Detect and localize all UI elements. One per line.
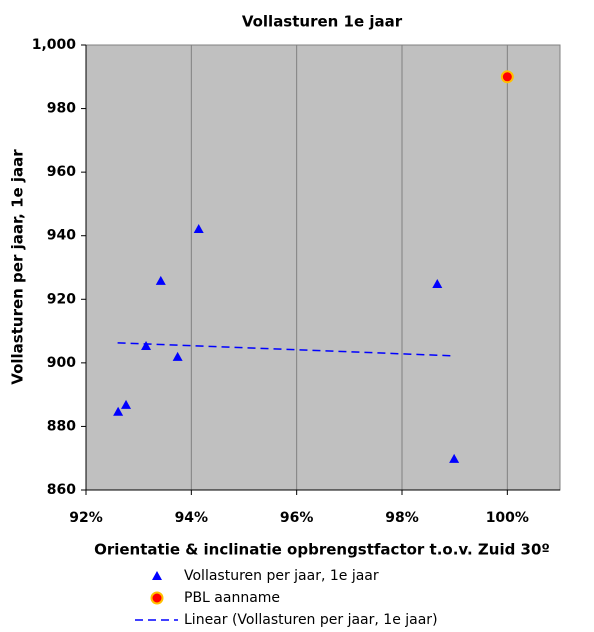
x-axis-title: Orientatie & inclinatie opbrengstfactor …	[94, 541, 550, 559]
plot-area	[85, 44, 561, 491]
y-tick-label: 860	[47, 482, 76, 498]
y-tick-label: 940	[47, 228, 76, 244]
y-tick-label: 920	[47, 291, 76, 307]
x-tick-label: 94%	[175, 510, 209, 526]
legend-label: PBL aanname	[184, 590, 280, 606]
y-axis-title: Vollasturen per jaar, 1e jaar	[9, 149, 27, 385]
x-tick-label: 98%	[385, 510, 419, 526]
x-tick-label: 96%	[280, 510, 314, 526]
legend-label: Linear (Vollasturen per jaar, 1e jaar)	[184, 612, 438, 628]
triangle-point	[172, 351, 183, 361]
triangle-point	[432, 279, 443, 289]
y-tick-label: 1,000	[32, 37, 77, 53]
circle-point	[500, 70, 514, 84]
legend-label: Vollasturen per jaar, 1e jaar	[184, 568, 379, 584]
y-tick-label: 980	[47, 101, 76, 117]
triangle-point	[449, 453, 460, 463]
triangle-point	[113, 406, 124, 416]
legend-marker	[150, 591, 164, 605]
y-tick-label: 900	[47, 355, 76, 371]
triangle-point	[193, 224, 204, 234]
legend-marker	[152, 571, 162, 580]
trend-line	[117, 342, 455, 357]
x-tick-label: 92%	[69, 510, 103, 526]
chart-title: Vollasturen 1e jaar	[242, 13, 403, 31]
triangle-point	[155, 275, 166, 285]
x-tick-label: 100%	[486, 510, 529, 526]
triangle-point	[121, 399, 132, 409]
y-tick-label: 880	[47, 418, 76, 434]
y-tick-label: 960	[47, 164, 76, 180]
triangle-point	[141, 341, 152, 351]
